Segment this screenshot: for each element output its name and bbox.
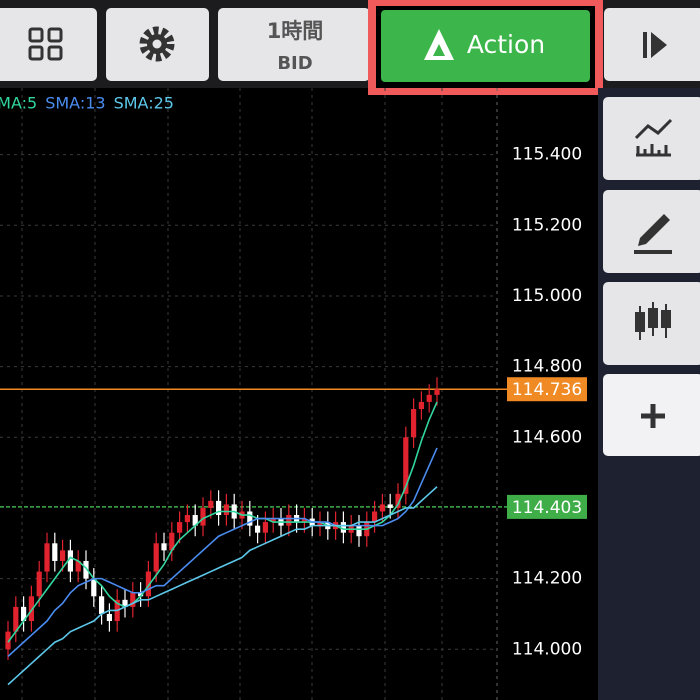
indicator-icon	[634, 118, 673, 157]
candle-body	[270, 518, 276, 523]
legend-label: SMA:13	[45, 94, 105, 113]
candle-body	[122, 599, 128, 607]
candle-body	[426, 394, 432, 402]
action-icon	[424, 29, 454, 60]
layout-button[interactable]	[0, 8, 97, 81]
candle-body	[255, 525, 261, 533]
candle-body	[91, 578, 97, 597]
candle-body	[52, 543, 58, 561]
candle-body	[192, 515, 198, 526]
candle-body	[301, 518, 307, 523]
candle-body	[200, 507, 206, 526]
candle-body	[138, 592, 144, 597]
y-tick-label: 114.200	[512, 569, 582, 589]
candle-body	[356, 525, 362, 537]
candle-body	[13, 606, 19, 632]
candle-body	[262, 522, 268, 533]
moving-average	[7, 486, 438, 686]
y-tick-label: 114.600	[512, 427, 582, 447]
candle-body	[177, 522, 183, 533]
candle-body	[130, 592, 136, 607]
moving-average	[7, 447, 438, 657]
candle-body	[44, 543, 50, 572]
action-label: Action	[467, 30, 545, 59]
timeframe-button[interactable]	[218, 8, 370, 81]
price-type-label: BID	[277, 53, 312, 74]
candle-body	[418, 401, 424, 410]
candle-body	[216, 500, 222, 516]
candle-body	[247, 511, 253, 526]
pencil-icon	[634, 214, 672, 254]
timeframe-label: 1時間	[267, 19, 324, 43]
chart: 114.000 114.200 114.600 114.800 115.000 115.2…	[0, 94, 587, 686]
candle-body	[208, 500, 214, 508]
candle-body	[67, 550, 73, 572]
candle-icon	[635, 302, 671, 340]
price-tag	[507, 377, 587, 402]
candle-body	[28, 596, 34, 622]
candle-body	[145, 571, 151, 597]
candle-body	[75, 560, 81, 572]
candle-body	[161, 543, 167, 551]
grid-icon	[28, 27, 63, 61]
indicator-button[interactable]	[603, 97, 700, 180]
gear-icon	[139, 26, 175, 62]
candle-body	[403, 437, 409, 494]
candle-body	[286, 515, 292, 526]
plus-icon	[641, 404, 665, 428]
candle-body	[372, 511, 378, 523]
candle-body	[99, 596, 105, 614]
candle-body	[387, 504, 393, 508]
candle-body	[21, 606, 27, 622]
legend-label: SMA:5	[0, 94, 37, 113]
price-tag-label: 114.736	[512, 380, 582, 400]
candle-body	[36, 571, 42, 597]
candle-body	[184, 515, 190, 523]
y-tick-label: 115.400	[512, 145, 582, 165]
play-icon	[643, 32, 667, 58]
y-tick-label: 115.200	[512, 215, 582, 235]
candle-body	[60, 550, 66, 561]
price-tag	[507, 494, 587, 519]
candle-body	[223, 504, 229, 516]
candle-body	[379, 504, 385, 512]
candle-body	[169, 532, 175, 551]
candle-body	[5, 631, 11, 650]
legend-label: SMA:25	[114, 94, 174, 113]
candle-body	[340, 522, 346, 533]
candle-body	[317, 522, 323, 526]
y-tick-label: 114.800	[512, 357, 582, 377]
candle-body	[83, 560, 89, 579]
candle-body	[434, 389, 440, 395]
price-tag-label: 114.403	[512, 498, 582, 518]
candle-body	[411, 409, 417, 438]
action-button[interactable]	[381, 10, 590, 82]
moving-average	[7, 401, 438, 643]
candle-body	[106, 613, 112, 622]
candle-body	[153, 543, 159, 572]
y-tick-label: 114.000	[512, 639, 582, 659]
y-tick-label: 115.000	[512, 286, 582, 306]
candle-body	[395, 493, 401, 508]
